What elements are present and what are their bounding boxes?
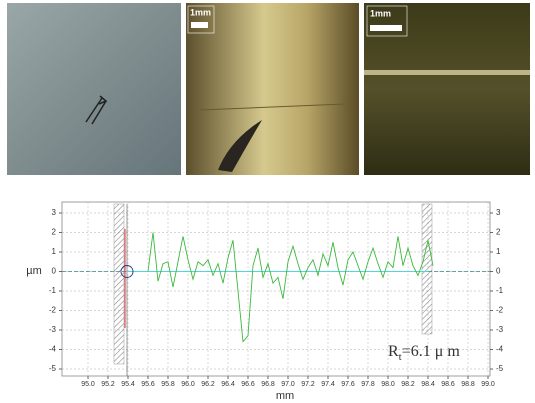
scale-bar [370, 25, 402, 31]
y-tick-label: -5 [49, 364, 57, 373]
scale-bar [191, 22, 208, 28]
scale-label: 1mm [190, 7, 211, 17]
photo-2 [186, 3, 359, 175]
y2-tick-label: -2 [496, 306, 504, 315]
y2-tick-label: 0 [496, 267, 501, 276]
y-tick-label: -1 [49, 286, 57, 295]
x-tick-label: 98.4 [421, 381, 435, 388]
groove [364, 70, 530, 75]
y-tick-label: 1 [52, 247, 57, 256]
x-tick-label: 96.4 [221, 381, 235, 388]
y-tick-label: -4 [49, 345, 57, 354]
annotation-rest: =6.1 μ m [402, 343, 461, 360]
y2-tick-label: -4 [496, 345, 504, 354]
x-tick-label: 96.0 [181, 381, 195, 388]
y2-tick-label: 3 [496, 208, 501, 217]
scratch [199, 103, 346, 111]
x-tick-label: 98.6 [441, 381, 455, 388]
x-axis-label: mm [276, 390, 294, 402]
x-tick-label: 95.0 [81, 381, 95, 388]
y-tick-label: 2 [52, 228, 57, 237]
x-tick-label: 96.6 [241, 381, 255, 388]
cutoff-hatch [421, 203, 433, 335]
y2-tick-label: 2 [496, 228, 501, 237]
x-tick-label: 97.6 [341, 381, 355, 388]
x-tick-label: 95.6 [141, 381, 155, 388]
x-tick-label: 97.0 [281, 381, 295, 388]
x-tick-label: 98.8 [461, 381, 475, 388]
scale-label: 1mm [370, 8, 391, 18]
cutoff-hatch [113, 203, 125, 365]
x-tick-label: 97.4 [321, 381, 335, 388]
pen-mark [218, 120, 262, 172]
y-tick-label: 3 [52, 208, 57, 217]
x-tick-label: 96.8 [261, 381, 275, 388]
plot-frame [61, 201, 491, 377]
y2-tick-label: -1 [496, 286, 504, 295]
x-tick-label: 96.2 [201, 381, 215, 388]
y-tick-label: -3 [49, 325, 57, 334]
annotation-main: R [388, 343, 399, 360]
y2-tick-label: -3 [496, 325, 504, 334]
x-tick-label: 95.8 [161, 381, 175, 388]
photo-1 [7, 3, 181, 175]
y2-tick-label: -5 [496, 364, 504, 373]
x-tick-label: 95.2 [101, 381, 115, 388]
x-tick-label: 97.8 [361, 381, 375, 388]
marker-circle [120, 265, 134, 278]
profile-line [147, 232, 434, 343]
y-axis-label: µm [26, 265, 42, 277]
x-tick-label: 98.2 [401, 381, 415, 388]
y-tick-label: 0 [52, 267, 57, 276]
x-tick-label: 99.0 [481, 381, 495, 388]
x-tick-label: 95.4 [121, 381, 135, 388]
y-tick-label: -2 [49, 306, 57, 315]
annotation-sub: t [399, 351, 402, 363]
x-tick-label: 98.0 [381, 381, 395, 388]
y2-tick-label: 1 [496, 247, 501, 256]
annotation: Rt=6.1 μ m [388, 343, 460, 363]
photo-3 [364, 3, 530, 175]
arrow-mark [85, 95, 108, 125]
scale-box [187, 5, 215, 34]
scale-box [366, 5, 408, 37]
x-tick-label: 97.2 [301, 381, 315, 388]
